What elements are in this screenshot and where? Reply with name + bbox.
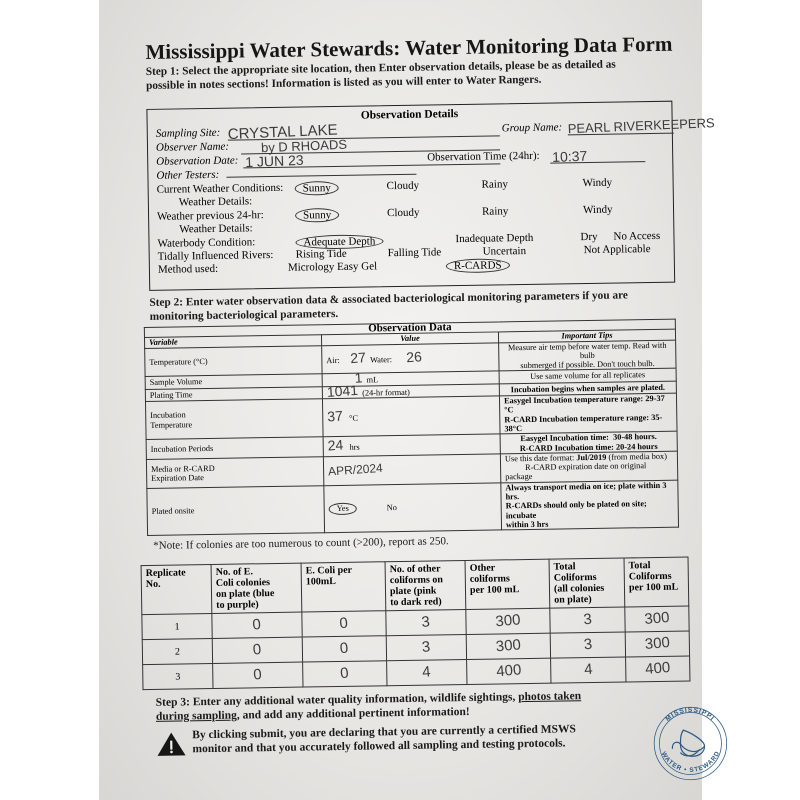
svg-text:MISSISSIPPI: MISSISSIPPI: [664, 706, 716, 723]
svg-text:WATER • STEWARD: WATER • STEWARD: [660, 750, 722, 775]
